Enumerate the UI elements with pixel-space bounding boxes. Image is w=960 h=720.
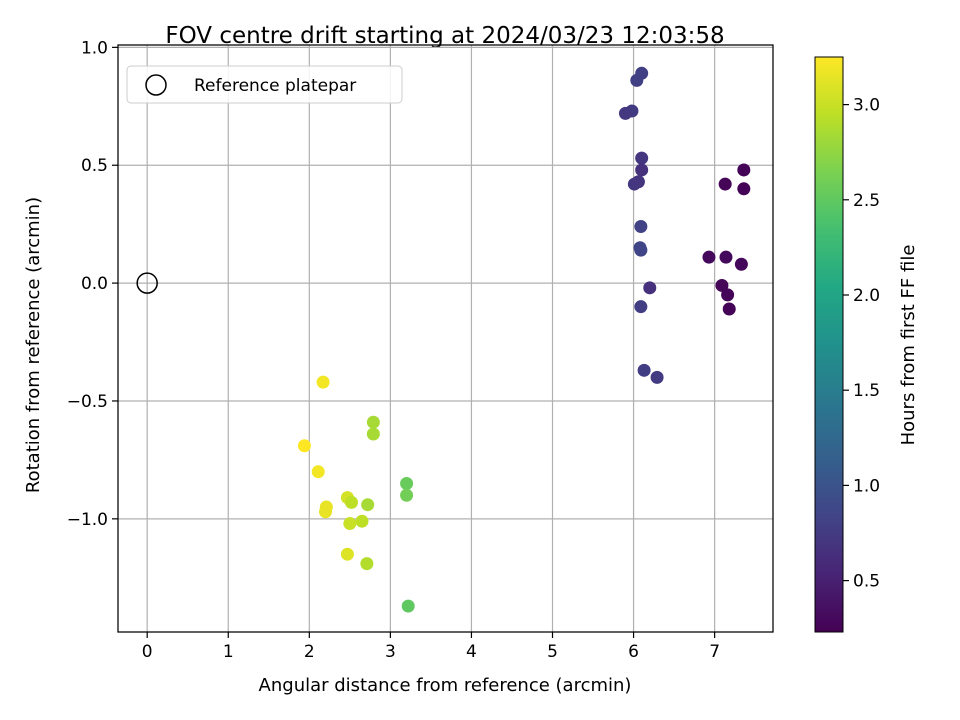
x-tick-label: 1 [223,642,234,662]
y-tick-label: −0.5 [67,392,108,412]
data-point [650,370,664,384]
reference-platepar-marker [136,272,158,294]
colorbar-tick-label: 2.0 [853,286,880,306]
x-tick-label: 3 [385,642,396,662]
reference-marker [136,272,158,294]
y-axis-label: Rotation from reference (arcmin) [23,197,44,493]
y-tick-label: 0.5 [81,156,108,176]
data-point [635,151,649,165]
data-point [634,220,648,234]
data-point [722,302,736,316]
x-tick-label: 2 [304,642,315,662]
data-point [361,498,375,512]
legend-marker-icon [145,74,167,96]
data-point [718,177,732,191]
legend: Reference platepar [126,65,403,104]
colorbar-ticks: 0.5 1.0 1.5 2.0 2.5 3.0 [843,96,880,592]
data-point [634,300,648,314]
x-tick-label: 4 [466,642,477,662]
data-point [721,288,735,302]
data-point [319,505,333,519]
data-point [635,163,649,177]
x-axis: 0 1 2 3 4 5 6 7 [142,632,720,662]
colorbar-label: Hours from first FF file [898,245,919,446]
data-point [702,250,716,264]
data-point [401,599,415,613]
x-axis-label: Angular distance from reference (arcmin) [259,675,632,696]
plot-frame [117,44,774,633]
x-tick-label: 0 [142,642,153,662]
data-point [630,73,644,87]
data-point [297,439,311,453]
data-point [634,243,648,257]
colorbar-gradient [814,56,844,633]
data-point [400,476,414,490]
y-tick-label: 0.0 [81,274,108,294]
colorbar-tick-label: 1.0 [853,476,880,496]
colorbar-tick-label: 3.0 [853,96,880,116]
data-point [355,514,369,528]
data-point [311,465,325,479]
colorbar-tick-label: 0.5 [853,572,880,592]
data-point [366,415,380,429]
data-point [737,163,751,177]
data-point [618,106,632,120]
y-tick-label: −1.0 [67,510,108,530]
data-point [737,182,751,196]
x-tick-label: 5 [547,642,558,662]
data-point [360,557,374,571]
data-point [715,278,729,292]
x-tick-label: 6 [628,642,639,662]
legend-box [126,65,403,104]
data-point [343,517,357,531]
legend-entry-label: Reference platepar [194,76,356,96]
data-point [366,427,380,441]
data-point [643,281,657,295]
data-point [340,547,354,561]
data-point [344,495,358,509]
y-tick-label: 1.0 [81,38,108,58]
data-point [400,488,414,502]
grid-lines [118,45,773,632]
data-point [637,363,651,377]
data-point [316,375,330,389]
data-point [734,257,748,271]
y-axis: −1.0 −0.5 0.0 0.5 1.0 [67,38,118,530]
colorbar: 0.5 1.0 1.5 2.0 2.5 3.0 Hours from first FF f… [814,56,919,633]
colorbar-tick-label: 2.5 [853,191,880,211]
colorbar-tick-label: 1.5 [853,381,880,401]
data-point [719,250,733,264]
data-point [627,177,641,191]
x-tick-label: 7 [709,642,720,662]
data-points [297,66,751,613]
